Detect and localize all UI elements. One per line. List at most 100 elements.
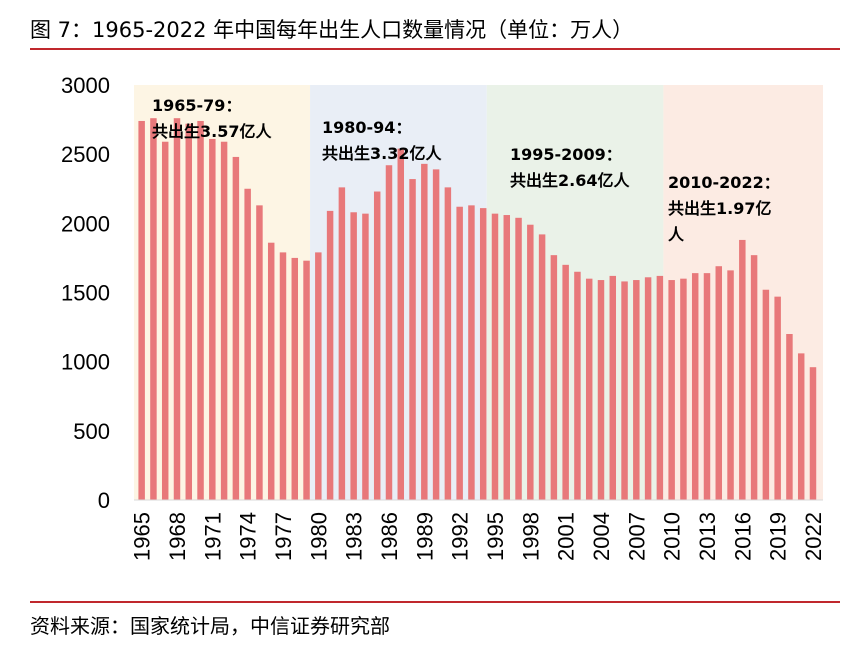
x-tick-label-2019: 2019 (766, 512, 791, 561)
bar-1968 (173, 118, 181, 500)
x-tick-label-1992: 1992 (448, 512, 473, 561)
x-tick-label-1965: 1965 (130, 512, 155, 561)
bar-1992 (456, 206, 463, 500)
bar-1982 (338, 187, 346, 500)
x-tick-label-2022: 2022 (801, 512, 826, 561)
period-label-2010: 2010-2022： (668, 173, 780, 192)
x-tick-label-1989: 1989 (412, 512, 437, 561)
bar-2010 (668, 280, 675, 500)
bar-1987 (397, 148, 405, 500)
bar-2001 (562, 264, 569, 500)
x-tick-label-1980: 1980 (306, 512, 331, 561)
period-label-1995: 1995-2009： (510, 145, 622, 164)
period-label-1965: 1965-79： (152, 96, 241, 115)
bar-1967 (161, 141, 169, 500)
bar-2004 (597, 280, 605, 500)
source-rule (30, 601, 840, 603)
period-total-1965: 共出生3.57亿人 (152, 122, 272, 141)
y-axis: 0 500 1000 1500 2000 2500 3000 (61, 73, 823, 513)
x-tick-label-1983: 1983 (342, 512, 367, 561)
bar-2018 (762, 289, 770, 500)
y-tick-label-3000: 3000 (61, 73, 110, 98)
bar-1994 (479, 208, 487, 500)
bar-2016 (739, 239, 746, 500)
bar-1965 (138, 120, 145, 500)
bar-1978 (291, 257, 299, 500)
bar-2020 (786, 334, 793, 500)
bar-2015 (727, 270, 734, 500)
x-tick-label-1986: 1986 (377, 512, 402, 561)
chart-title: 图 7：1965-2022 年中国每年出生人口数量情况（单位：万人） (30, 18, 634, 42)
y-tick-label-500: 500 (73, 419, 110, 444)
bar-2000 (550, 255, 558, 500)
x-tick-label-2007: 2007 (624, 512, 649, 561)
bar-2017 (750, 255, 758, 500)
bar-1972 (220, 141, 228, 500)
y-tick-label-0: 0 (98, 488, 110, 513)
period-total-2010: 共出生1.97亿 (668, 199, 771, 218)
bar-1999 (538, 234, 546, 500)
x-tick-label-2001: 2001 (554, 512, 579, 561)
bar-2008 (644, 277, 652, 500)
x-tick-label-1974: 1974 (236, 512, 261, 561)
bar-1979 (303, 260, 310, 500)
period-annotations: 1965-79： 共出生3.57亿人 1980-94： 共出生3.32亿人 1995-2… (152, 96, 780, 244)
bar-1977 (279, 252, 287, 500)
bar-2007 (633, 280, 640, 500)
bar-1975 (256, 205, 263, 500)
bar-2009 (656, 275, 664, 500)
bar-1990 (432, 169, 440, 500)
x-tick-label-1971: 1971 (200, 512, 225, 561)
bar-1998 (527, 224, 534, 500)
title-rule (30, 48, 840, 50)
x-tick-label-2016: 2016 (730, 512, 755, 561)
period-total-cont-2010: 人 (668, 225, 685, 244)
x-tick-label-2010: 2010 (660, 512, 685, 561)
bar-1991 (444, 187, 452, 500)
bar-1969 (185, 123, 193, 500)
bar-2019 (774, 296, 781, 500)
bar-1986 (385, 165, 393, 500)
bar-1973 (232, 156, 240, 500)
bar-1984 (362, 213, 369, 500)
bar-1988 (409, 179, 416, 501)
bar-2012 (691, 273, 699, 500)
x-axis: 1965 1968 1971 1974 1977 1980 1983 1986 1989 1992… (130, 512, 826, 561)
bar-2005 (609, 275, 617, 500)
x-tick-label-2013: 2013 (695, 512, 720, 561)
period-total-1995: 共出生2.64亿人 (510, 171, 630, 190)
bar-1989 (421, 163, 428, 500)
bar-1981 (326, 210, 334, 500)
bar-2002 (574, 271, 581, 500)
period-label-1980: 1980-94： (322, 118, 411, 137)
y-tick-label-1000: 1000 (61, 350, 110, 375)
bar-1983 (350, 212, 357, 500)
bar-1996 (503, 215, 511, 501)
bar-1966 (150, 118, 157, 500)
x-tick-label-1977: 1977 (271, 512, 296, 561)
x-tick-label-1995: 1995 (483, 512, 508, 561)
bar-2013 (703, 273, 711, 500)
bar-series (138, 118, 817, 501)
bar-1985 (373, 191, 381, 500)
bar-1993 (468, 205, 475, 500)
y-tick-label-1500: 1500 (61, 281, 110, 306)
x-tick-label-1998: 1998 (518, 512, 543, 561)
bar-1976 (267, 242, 275, 500)
bar-2022 (809, 367, 817, 500)
source-note: 资料来源：国家统计局，中信证券研究部 (30, 614, 390, 638)
bar-1980 (315, 252, 322, 500)
y-tick-label-2000: 2000 (61, 211, 110, 236)
bar-2011 (680, 278, 687, 500)
x-tick-label-1968: 1968 (165, 512, 190, 561)
period-total-1980: 共出生3.32亿人 (322, 144, 442, 163)
bar-1997 (515, 217, 522, 501)
x-tick-label-2004: 2004 (589, 512, 614, 561)
bar-2014 (715, 266, 723, 500)
bar-1970 (197, 120, 204, 500)
birth-chart: 0 500 1000 1500 2000 2500 3000 1965 1968 1971 197… (61, 73, 826, 561)
bar-2006 (621, 281, 628, 500)
bar-1971 (209, 138, 216, 500)
bar-1995 (491, 213, 499, 500)
bar-1974 (244, 188, 251, 500)
